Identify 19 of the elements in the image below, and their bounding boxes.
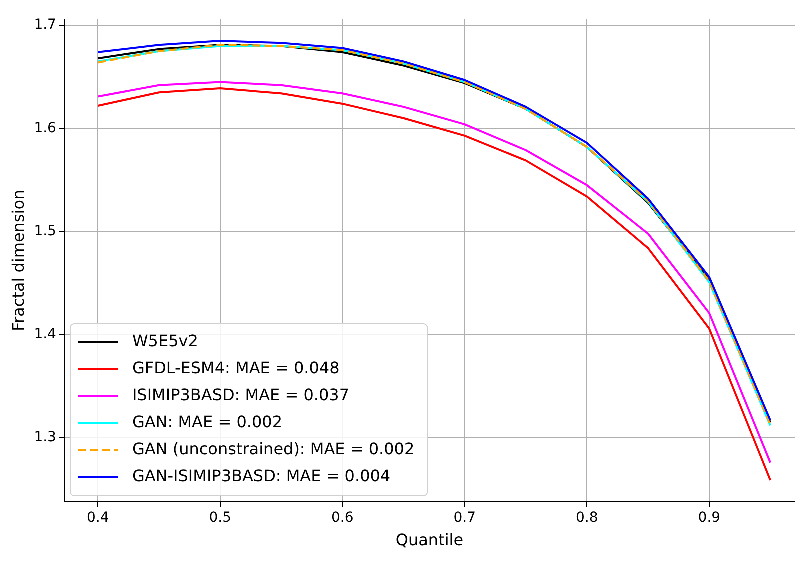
y-axis-title: Fractal dimension <box>8 190 28 332</box>
legend-label: GAN-ISIMIP3BASD: MAE = 0.004 <box>132 466 391 486</box>
y-tick-label: 1.6 <box>34 120 57 136</box>
legend-label: GFDL-ESM4: MAE = 0.048 <box>132 358 340 378</box>
x-tick-label: 0.6 <box>331 510 354 526</box>
x-tick-label: 0.4 <box>86 510 110 526</box>
legend-label: W5E5v2 <box>132 332 198 351</box>
y-tick-label: 1.7 <box>34 17 56 34</box>
y-tick-label: 1.4 <box>34 326 57 343</box>
legend-label: GAN: MAE = 0.002 <box>132 412 282 432</box>
legend-label: ISIMIP3BASD: MAE = 0.037 <box>132 386 350 405</box>
y-tick-label: 1.3 <box>34 430 56 446</box>
x-tick-label: 0.7 <box>454 510 476 526</box>
x-tick-label: 0.5 <box>209 510 232 526</box>
x-tick-label: 0.8 <box>576 510 598 526</box>
x-tick-label: 0.9 <box>698 510 721 526</box>
y-tick-label: 1.5 <box>34 223 56 240</box>
legend-label: GAN (unconstrained): MAE = 0.002 <box>132 440 415 459</box>
x-axis-title: Quantile <box>396 530 464 550</box>
